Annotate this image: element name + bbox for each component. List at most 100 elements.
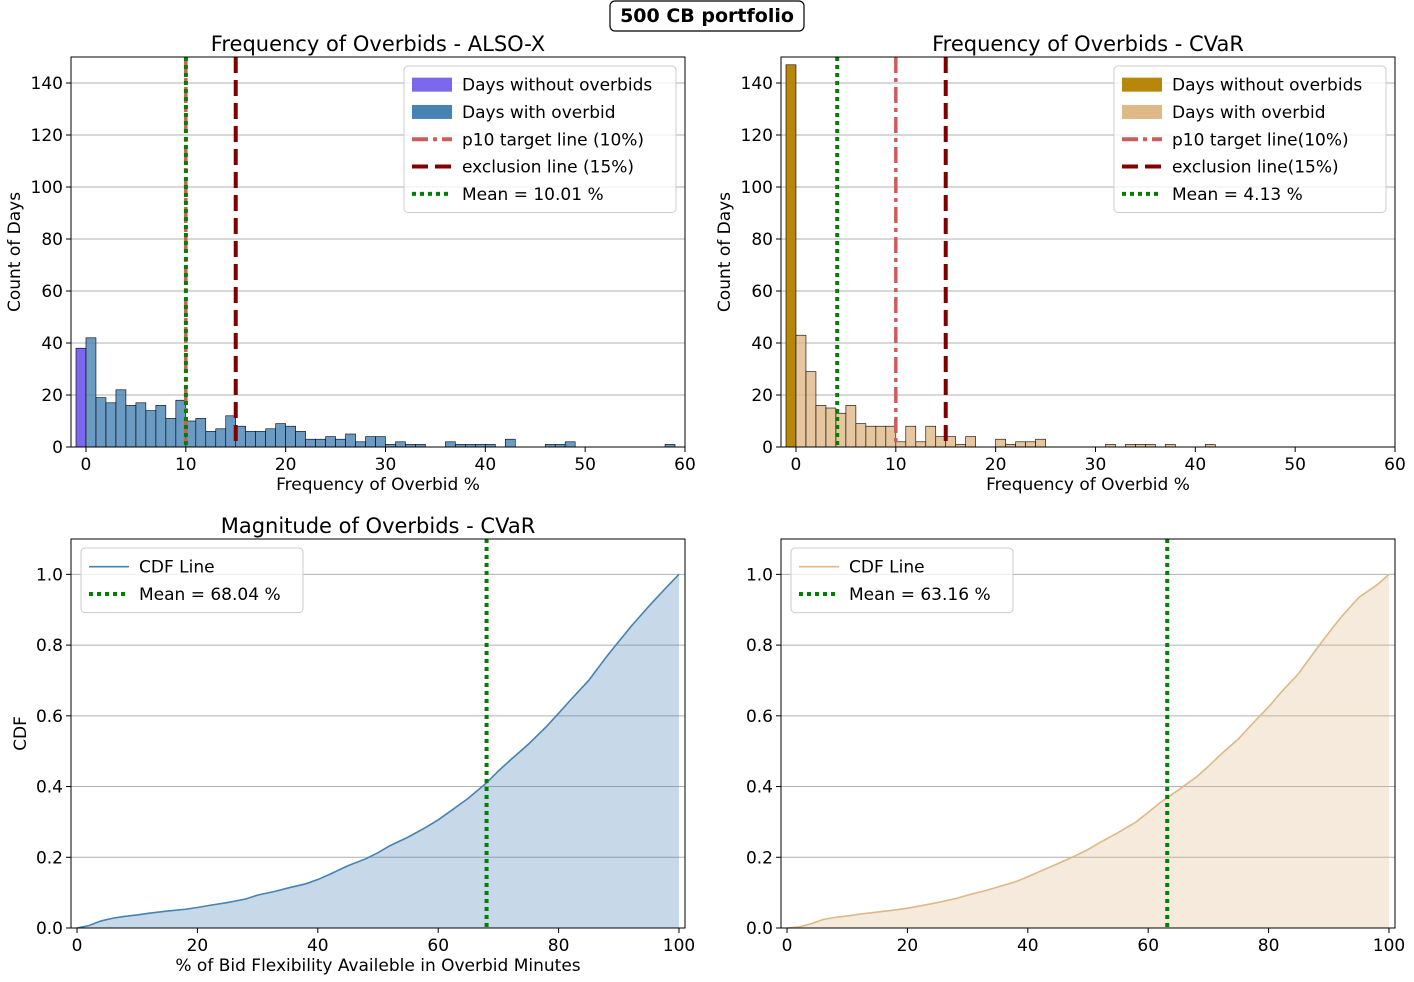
legend-swatch (412, 104, 452, 119)
x-tick-label: 40 (307, 936, 329, 956)
legend-label: Days without overbids (462, 76, 652, 96)
suptitle-group: 500 CB portfolio (609, 0, 805, 32)
legend-label: CDF Line (139, 558, 215, 578)
histogram-bar (915, 441, 927, 448)
x-tick-label: 50 (1284, 455, 1306, 475)
legend-label: Days with overbid (1172, 103, 1326, 123)
legend-label: p10 target line (10%) (462, 130, 644, 150)
y-tick-label: 0.0 (36, 919, 63, 939)
x-tick-label: 60 (1137, 936, 1159, 956)
histogram-bar (295, 431, 306, 448)
legend-swatch (1122, 104, 1162, 119)
axes-frame (780, 538, 1396, 929)
y-axis-label: Count of Days (715, 192, 735, 312)
y-tick-label: 0 (762, 438, 773, 458)
x-tick-label: 10 (885, 455, 907, 475)
legend-label: exclusion line (15%) (462, 158, 634, 178)
histogram-bar (805, 371, 817, 448)
histogram-bar (795, 334, 807, 448)
legend-box (790, 547, 1014, 614)
histogram-bar (365, 436, 376, 448)
histogram-bar (1035, 438, 1046, 448)
cdf-line (786, 573, 1390, 929)
y-axis-label: CDF (11, 716, 31, 751)
chart-title: Frequency of Overbids - CVaR (932, 32, 1244, 56)
y-tick-label: 40 (41, 334, 63, 354)
suptitle-box (609, 0, 805, 32)
histogram-bar (895, 441, 907, 448)
x-tick-label: 40 (475, 455, 497, 475)
legend: Days without overbids Days with overbid p1… (1113, 65, 1387, 213)
histogram-bar (75, 347, 87, 448)
legend: CDF Line Mean = 63.16 % (790, 547, 1014, 614)
x-tick-label: 0 (72, 936, 83, 956)
histogram-bar (375, 436, 386, 448)
histogram-bar (245, 431, 256, 448)
panel-magnitude-cvar: 0 20 40 60 80 100 0.0 0.2 0.4 0.6 0.8 1.0 CDF Line Me… (746, 538, 1405, 956)
histogram-bar (195, 418, 207, 448)
x-tick-label: 100 (663, 936, 695, 956)
y-tick-label: 140 (31, 74, 63, 94)
legend-swatch (412, 77, 452, 92)
histogram-bar (875, 425, 887, 448)
histogram-bar (1025, 441, 1036, 448)
axes-frame (780, 56, 1396, 448)
histogram-bar (215, 428, 227, 448)
histogram-bar (315, 438, 326, 448)
histogram-bar (135, 402, 147, 448)
legend-label: Days with overbid (462, 103, 616, 123)
y-tick-label: 0.0 (746, 919, 773, 939)
legend-label: Mean = 10.01 % (462, 185, 604, 205)
x-tick-label: 40 (1185, 455, 1207, 475)
histogram-bar (335, 438, 346, 448)
x-tick-label: 0 (81, 455, 92, 475)
y-tick-label: 60 (751, 282, 773, 302)
histogram-bar (564, 441, 576, 448)
y-tick-label: 80 (751, 230, 773, 250)
histogram-bar (145, 410, 157, 448)
histogram-bar (165, 418, 177, 448)
legend-box (80, 547, 304, 614)
axes-frame (70, 538, 686, 929)
y-axis-label: Count of Days (5, 192, 25, 312)
y-tick-label: 1.0 (746, 565, 773, 585)
axes-frame (70, 56, 686, 448)
cdf-area (77, 574, 679, 928)
legend-label: Mean = 4.13 % (1172, 185, 1303, 205)
legend-label: exclusion line(15%) (1172, 158, 1339, 178)
y-tick-label: 40 (751, 334, 773, 354)
legend-box (403, 65, 677, 213)
histogram-bar (325, 436, 336, 448)
panel-frequency-alsox: 0 10 20 30 40 50 60 0 20 40 60 80 100 120 140 Frequency… (5, 32, 696, 495)
y-tick-label: 0.6 (36, 707, 63, 727)
x-tick-label: 60 (1384, 455, 1406, 475)
x-tick-label: 0 (791, 455, 802, 475)
histogram-bar (395, 441, 406, 448)
histogram-bar (1015, 441, 1026, 448)
histogram-bar (995, 438, 1006, 448)
histogram-bar (115, 389, 127, 448)
y-tick-label: 140 (741, 74, 773, 94)
histogram-bar (275, 423, 286, 448)
x-tick-label: 60 (674, 455, 696, 475)
cdf-line (76, 573, 680, 929)
x-axis-label: Frequency of Overbid % (986, 475, 1190, 495)
histogram-bar (205, 431, 217, 448)
x-tick-label: 80 (548, 936, 570, 956)
x-tick-label: 100 (1373, 936, 1405, 956)
histogram-bar (125, 405, 137, 448)
chart-title: Frequency of Overbids - ALSO-X (211, 32, 545, 56)
y-tick-label: 0.6 (746, 707, 773, 727)
cdf-area (787, 574, 1389, 928)
legend-label: Mean = 63.16 % (849, 585, 991, 605)
y-tick-label: 0.8 (36, 636, 63, 656)
legend-label: p10 target line(10%) (1172, 130, 1349, 150)
y-tick-label: 20 (751, 386, 773, 406)
chart-title: Magnitude of Overbids - CVaR (221, 514, 536, 538)
histogram-bar (504, 438, 516, 448)
histogram-bar (285, 425, 296, 448)
y-tick-label: 0.4 (36, 778, 63, 798)
x-axis-label: % of Bid Flexibility Availeble in Overbi… (175, 956, 580, 976)
histogram-bar (85, 337, 97, 448)
